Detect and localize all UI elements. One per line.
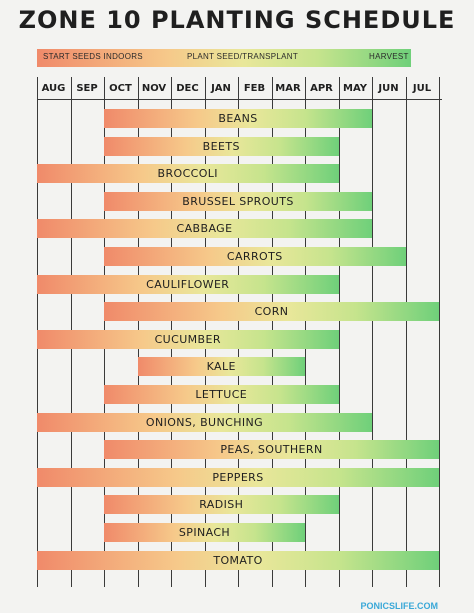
crop-bar-lettuce: LETTUCE	[104, 385, 339, 404]
month-label-oct: OCT	[109, 83, 132, 94]
crop-label: BROCCOLI	[157, 167, 218, 181]
crop-label: PEPPERS	[212, 470, 264, 484]
crop-label: CORN	[254, 305, 289, 319]
crop-bar-onions-bunching: ONIONS, BUNCHING	[37, 412, 372, 432]
page-title: ZONE 10 PLANTING SCHEDULE	[18, 6, 456, 34]
month-label-jan: JAN	[211, 83, 231, 94]
crop-bar-beets: BEETS	[104, 136, 339, 156]
month-label-mar: MAR	[275, 83, 301, 94]
crop-bar-carrots: CARROTS	[104, 247, 406, 266]
crop-bar-tomato: TOMATO	[37, 550, 439, 570]
crop-bar-beans: BEANS	[104, 109, 372, 128]
header-divider-line	[37, 99, 442, 100]
crop-label: CARROTS	[226, 250, 283, 263]
crop-bar-brussel-sprouts: BRUSSEL SPROUTS	[104, 191, 372, 211]
crop-bar-cauliflower: CAULIFLOWER	[37, 274, 339, 294]
crop-bar-cabbage: CABBAGE	[37, 219, 372, 239]
month-label-aug: AUG	[41, 83, 66, 94]
month-label-jun: JUN	[378, 83, 399, 94]
crop-label: CAULIFLOWER	[146, 277, 230, 291]
legend-plant-label: PLANT SEED/TRANSPLANT	[187, 52, 299, 61]
grid-column-line	[372, 77, 373, 587]
crop-label: SPINACH	[178, 526, 231, 539]
crop-bar-kale: KALE	[137, 357, 305, 377]
month-label-feb: FEB	[243, 83, 266, 94]
grid-column-line	[339, 77, 340, 587]
month-label-sep: SEP	[76, 83, 98, 94]
legend-start-label: START SEEDS INDOORS	[43, 52, 143, 61]
month-label-apr: APR	[310, 83, 333, 94]
legend-harvest-label: HARVEST	[369, 52, 409, 61]
grid-column-line	[406, 77, 407, 587]
crop-bar-peppers: PEPPERS	[37, 467, 439, 487]
month-label-jul: JUL	[412, 83, 432, 94]
crop-label: BEANS	[218, 112, 258, 125]
crop-label: BEETS	[202, 139, 240, 153]
crop-label: RADISH	[199, 498, 244, 512]
legend-bar: START SEEDS INDOORS PLANT SEED/TRANSPLAN…	[37, 49, 411, 67]
month-label-dec: DEC	[176, 83, 199, 94]
crop-label: BRUSSEL SPROUTS	[182, 194, 294, 208]
crop-label: KALE	[206, 360, 236, 374]
month-label-may: MAY	[343, 83, 367, 94]
crop-bar-radish: RADISH	[104, 495, 339, 515]
crop-bar-corn: CORN	[104, 302, 439, 322]
crop-label: ONIONS, BUNCHING	[145, 415, 264, 429]
crop-label: TOMATO	[213, 553, 263, 567]
crop-bar-spinach: SPINACH	[104, 523, 305, 542]
footer-site: PONICSLIFE.COM	[360, 601, 438, 611]
crop-label: LETTUCE	[195, 388, 248, 401]
crop-label: PEAS, SOUTHERN	[220, 443, 323, 457]
crop-bar-peas-southern: PEAS, SOUTHERN	[104, 440, 439, 460]
crop-bar-broccoli: BROCCOLI	[37, 164, 339, 184]
crop-bar-cucumber: CUCUMBER	[37, 329, 339, 349]
month-label-nov: NOV	[141, 83, 167, 94]
grid-column-line	[439, 77, 440, 587]
crop-label: CABBAGE	[176, 222, 233, 236]
crop-label: CUCUMBER	[154, 332, 221, 346]
